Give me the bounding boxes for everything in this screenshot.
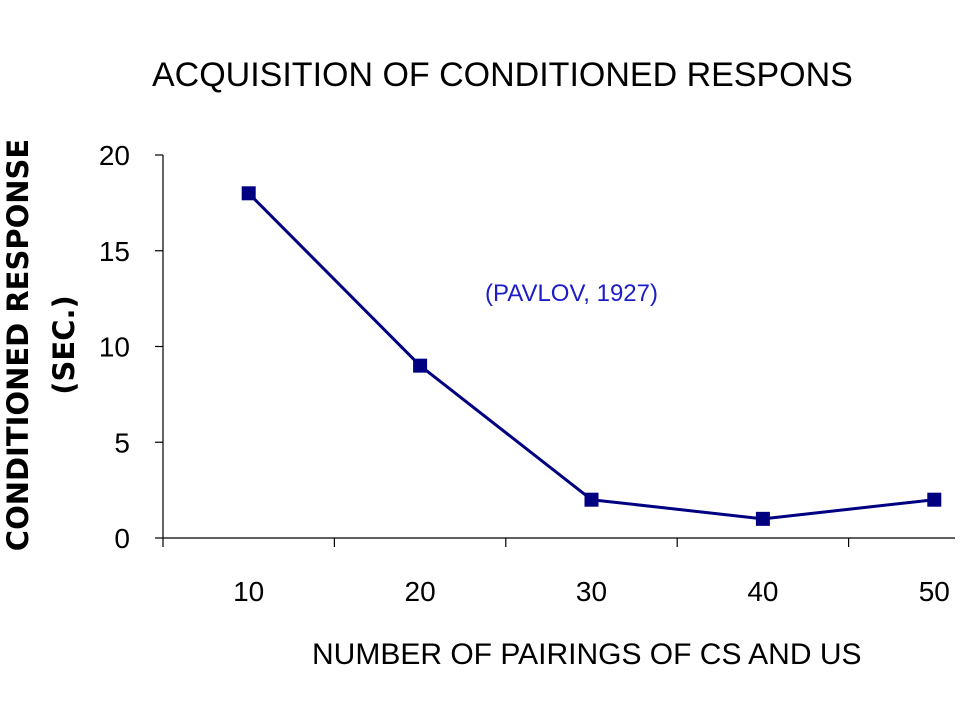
x-tick-label: 10	[233, 576, 264, 607]
y-axis-label: CONDITIONED RESPONSE (SEC.)	[1, 139, 81, 551]
x-axis-label: NUMBER OF PAIRINGS OF CS AND US	[312, 638, 862, 671]
y-axis-label-line2: (SEC.)	[47, 295, 81, 395]
source-annotation: (PAVLOV, 1927)	[485, 280, 658, 307]
data-point-marker	[241, 186, 256, 201]
x-tick-label: 40	[747, 576, 778, 607]
y-tick-label: 0	[114, 523, 130, 554]
y-tick-label: 5	[114, 427, 130, 458]
y-ticks: 0 5 10 15 20	[99, 140, 163, 554]
y-tick-label: 15	[99, 236, 130, 267]
series-line	[247, 192, 935, 521]
data-point-marker	[927, 492, 942, 507]
data-point-marker	[413, 358, 428, 373]
y-tick-label: 10	[99, 332, 130, 363]
y-axis-label-line1: CONDITIONED RESPONSE	[1, 139, 35, 551]
x-axis-label-clip	[880, 630, 960, 680]
x-tick-label: 30	[576, 576, 607, 607]
series-layer	[241, 186, 942, 526]
y-tick-label: 20	[99, 140, 130, 171]
x-ticks: 10 20 30 40 50	[162, 538, 950, 607]
x-tick-label: 50	[919, 576, 950, 607]
data-point-marker	[584, 492, 599, 507]
chart-title: ACQUISITION OF CONDITIONED RESPONS	[152, 56, 853, 94]
data-point-marker	[755, 511, 770, 526]
x-tick-label: 20	[405, 576, 436, 607]
